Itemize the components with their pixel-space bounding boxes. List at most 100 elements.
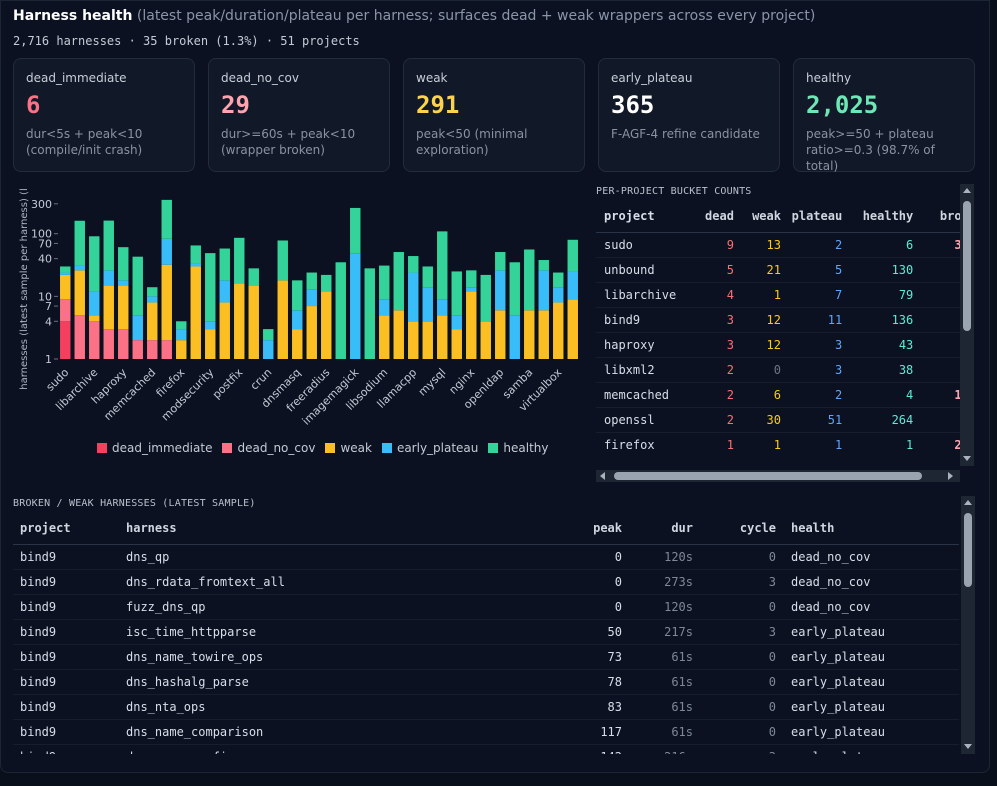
table-row[interactable]: haproxy3123434. bbox=[596, 332, 960, 358]
per-project-hscroll-thumb[interactable] bbox=[614, 472, 922, 480]
table-row[interactable]: bind9 isc_time_httpparse 50 217s 3 early_plat… bbox=[13, 619, 959, 645]
col-harness[interactable]: harness bbox=[126, 513, 524, 545]
table-row[interactable]: bind9312111361. bbox=[596, 307, 960, 333]
bar-segment-healthy bbox=[437, 231, 448, 300]
scroll-left-icon[interactable] bbox=[600, 472, 605, 480]
bar-segment-healthy bbox=[176, 321, 187, 330]
legend-item[interactable]: weak bbox=[325, 441, 372, 455]
col-broke[interactable]: broke bbox=[913, 201, 960, 233]
legend-label: dead_immediate bbox=[112, 441, 213, 455]
per-project-table-viewport[interactable]: projectdeadweakplateauhealthybroke sudo9… bbox=[596, 201, 960, 455]
per-project-vscrollbar[interactable] bbox=[960, 184, 974, 466]
cell-plateau: 7 bbox=[780, 282, 843, 308]
col-cycle[interactable]: cycle bbox=[693, 513, 776, 545]
per-project-hscrollbar[interactable] bbox=[596, 470, 960, 482]
bar-segment-weak bbox=[480, 321, 491, 359]
col-peak[interactable]: peak bbox=[524, 513, 622, 545]
table-row[interactable]: libxml2203384. bbox=[596, 357, 960, 383]
card-label: dead_no_cov bbox=[221, 71, 299, 85]
bar-segment-early-plateau bbox=[74, 265, 85, 271]
bar-segment-early-plateau bbox=[466, 287, 477, 292]
bar-segment-healthy bbox=[524, 249, 535, 311]
y-tick-label: 4 bbox=[45, 315, 52, 328]
scroll-down-icon[interactable] bbox=[964, 744, 972, 749]
cell-broke: 4. bbox=[913, 357, 960, 383]
table-row[interactable]: bind9dns_peer_config142216s3early_platea… bbox=[13, 744, 959, 754]
table-row[interactable]: openssl230512640. bbox=[596, 407, 960, 433]
broken-weak-vscroll-thumb[interactable] bbox=[964, 513, 972, 587]
table-row[interactable]: bind9 dns_hashalg_parse 78 61s 0 early_platea… bbox=[13, 669, 959, 695]
cell-project: bind9 bbox=[13, 594, 126, 620]
col-health[interactable]: health bbox=[776, 513, 959, 545]
bar-segment-weak bbox=[190, 266, 201, 359]
col-plateau[interactable]: plateau bbox=[780, 201, 843, 233]
cell-healthy: 130 bbox=[842, 257, 914, 283]
bar-segment-healthy bbox=[408, 256, 419, 273]
col-dead[interactable]: dead bbox=[687, 201, 734, 233]
cell-project: bind9 bbox=[13, 569, 126, 595]
bar-segment-early-plateau bbox=[306, 289, 317, 307]
legend-item[interactable]: early_plateau bbox=[381, 441, 478, 455]
table-row[interactable]: memcached262414. bbox=[596, 382, 960, 408]
broken-weak-vscrollbar[interactable] bbox=[961, 496, 975, 754]
y-tick-label: 300 bbox=[31, 198, 52, 211]
table-row[interactable]: unbound52151303. bbox=[596, 257, 960, 283]
bar-segment-healthy bbox=[147, 287, 158, 297]
cell-cycle: 0 bbox=[693, 669, 776, 695]
broken-weak-table-viewport[interactable]: project harness peak dur cycle health bi… bbox=[13, 513, 959, 754]
bar-segment-weak bbox=[567, 299, 578, 359]
bar-segment-healthy bbox=[350, 207, 361, 254]
y-tick-label: 10 bbox=[38, 290, 52, 303]
col-project[interactable]: project bbox=[13, 513, 126, 545]
bar-segment-early-plateau bbox=[161, 238, 172, 265]
cell-peak: 73 bbox=[524, 644, 622, 670]
scroll-up-icon[interactable] bbox=[963, 188, 971, 193]
table-row[interactable]: bind9 dns_name_comparison 117 61s 0 early_pla… bbox=[13, 719, 959, 745]
bucket-stacked-bar-chart: harnesses (latest sample per harness) (l… bbox=[13, 184, 585, 474]
table-row[interactable]: sudo9132630. bbox=[596, 232, 960, 258]
y-tick-label: 70 bbox=[38, 237, 52, 250]
scroll-up-icon[interactable] bbox=[964, 500, 972, 505]
card-desc: peak<50 (minimal exploration) bbox=[416, 127, 528, 157]
table-row[interactable]: libarchive417794. bbox=[596, 282, 960, 308]
y-axis-label: harnesses (latest sample per harness) (l bbox=[19, 188, 30, 389]
table-row[interactable]: bind9 dns_rdata_fromtext_all 0 273s 3 dead_no… bbox=[13, 569, 959, 595]
bar-segment-healthy bbox=[89, 236, 100, 292]
table-row[interactable]: bind9 fuzz_dns_qp 0 120s 0 dead_no_cov bbox=[13, 594, 959, 620]
bar-segment-healthy bbox=[509, 262, 520, 316]
cell-broke: 4. bbox=[913, 282, 960, 308]
bar-segment-weak bbox=[379, 315, 390, 359]
cell-health: dead_no_cov bbox=[776, 544, 959, 570]
cell-dead: 5 bbox=[687, 257, 734, 283]
table-row[interactable]: bind9 dns_nta_ops 83 61s 0 early_plateau bbox=[13, 694, 959, 720]
cell-harness: dns_name_towire_ops bbox=[126, 644, 524, 670]
cell-dur: 273s bbox=[622, 569, 693, 595]
bar-segment-healthy bbox=[480, 274, 491, 322]
cell-health: early_plateau bbox=[776, 644, 959, 670]
table-row[interactable]: bind9 dns_name_towire_ops 73 61s 0 early_plat… bbox=[13, 644, 959, 670]
bar-segment-healthy bbox=[234, 237, 245, 284]
bar-segment-early-plateau bbox=[408, 272, 419, 322]
bar-segment-early-plateau bbox=[437, 299, 448, 316]
col-weak[interactable]: weak bbox=[733, 201, 781, 233]
bar-segment-healthy bbox=[205, 253, 216, 322]
cell-dur: 61s bbox=[622, 669, 693, 695]
legend-item[interactable]: healthy bbox=[488, 441, 549, 455]
legend-item[interactable]: dead_immediate bbox=[97, 441, 212, 455]
col-project[interactable]: project bbox=[596, 201, 688, 233]
per-project-vscroll-thumb[interactable] bbox=[963, 201, 971, 331]
legend-item[interactable]: dead_no_cov bbox=[222, 441, 315, 455]
table-row[interactable]: bind9 dns_qp 0 120s 0 dead_no_cov bbox=[13, 544, 959, 570]
bar-segment-healthy bbox=[103, 220, 114, 271]
bar-segment-weak bbox=[306, 306, 317, 359]
bar-segment-weak bbox=[524, 310, 535, 359]
col-dur[interactable]: dur bbox=[622, 513, 693, 545]
cell-dead: 2 bbox=[687, 357, 734, 383]
scroll-right-icon[interactable] bbox=[948, 472, 953, 480]
table-row[interactable]: firefox111125. bbox=[596, 432, 960, 455]
summary-line: 2,716 harnesses · 35 broken (1.3%) · 51 … bbox=[13, 34, 360, 48]
cell-weak: 0 bbox=[733, 357, 781, 383]
col-healthy[interactable]: healthy bbox=[842, 201, 914, 233]
scroll-down-icon[interactable] bbox=[963, 456, 971, 461]
bar-segment-healthy bbox=[538, 260, 549, 271]
